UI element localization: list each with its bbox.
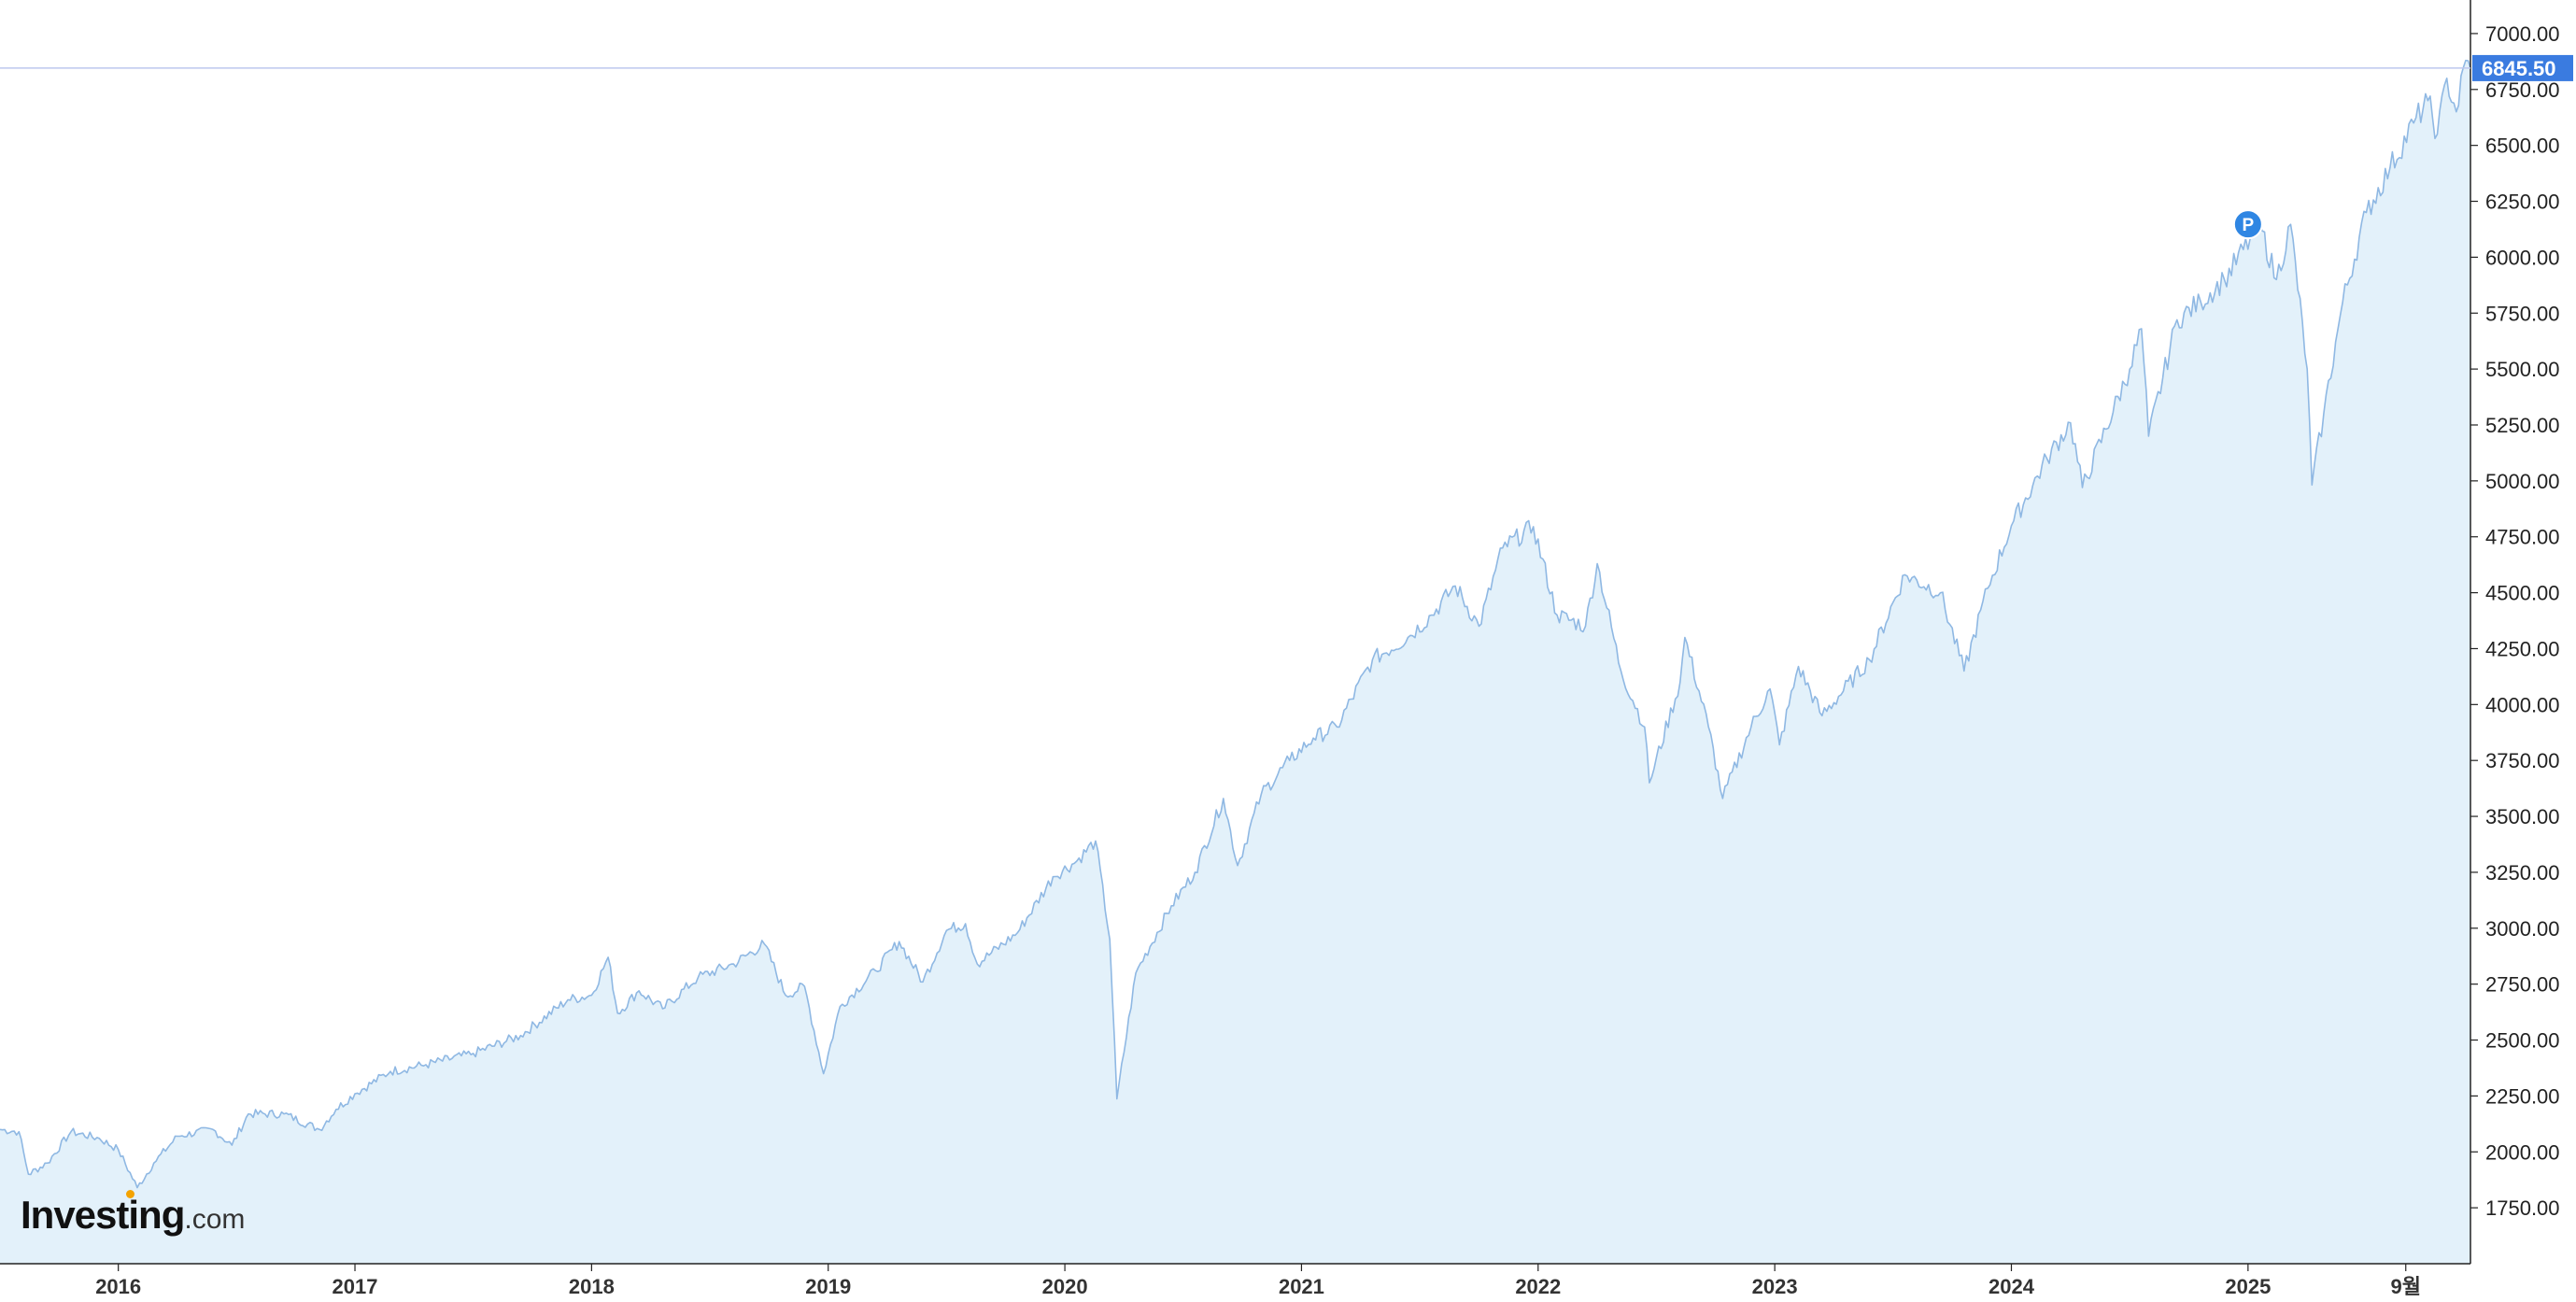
logo-dot-icon bbox=[126, 1190, 134, 1198]
y-tick-label: 4750.00 bbox=[2485, 526, 2560, 549]
area-layer bbox=[0, 59, 2471, 1265]
x-tick-label: 2023 bbox=[1752, 1275, 1798, 1298]
y-tick-label: 5750.00 bbox=[2485, 302, 2560, 325]
x-tick-label: 2018 bbox=[569, 1275, 615, 1298]
y-tick-label: 4000.00 bbox=[2485, 693, 2560, 716]
logo-suffix-text: .com bbox=[184, 1204, 246, 1235]
current-price-value: 6845.50 bbox=[2482, 57, 2556, 80]
y-tick-label: 7000.00 bbox=[2485, 22, 2560, 46]
y-tick-label: 4250.00 bbox=[2485, 637, 2560, 660]
y-tick-label: 6750.00 bbox=[2485, 78, 2560, 102]
x-tick-label: 2025 bbox=[2225, 1275, 2271, 1298]
y-tick-label: 3000.00 bbox=[2485, 917, 2560, 941]
investing-logo: Investing.com bbox=[21, 1190, 246, 1237]
series-line bbox=[0, 59, 2471, 1189]
x-tick-label: 2019 bbox=[805, 1275, 851, 1298]
y-tick-label: 2500.00 bbox=[2485, 1029, 2560, 1053]
y-tick-label: 2750.00 bbox=[2485, 973, 2560, 997]
y-tick-label: 2250.00 bbox=[2485, 1084, 2560, 1108]
y-tick-label: 2000.00 bbox=[2485, 1140, 2560, 1164]
x-tick-label: 2020 bbox=[1042, 1275, 1088, 1298]
y-tick-label: 3500.00 bbox=[2485, 805, 2560, 828]
current-price-label-bg bbox=[2472, 54, 2573, 81]
y-tick-label: 3250.00 bbox=[2485, 861, 2560, 885]
event-marker-label: P bbox=[2243, 216, 2255, 235]
series-area-fill bbox=[0, 60, 2470, 1265]
x-tick-label: 2017 bbox=[333, 1275, 378, 1298]
logo-main-text: Investing bbox=[21, 1193, 185, 1237]
x-tick-label: 2022 bbox=[1515, 1275, 1561, 1298]
y-tick-label: 5250.00 bbox=[2485, 414, 2560, 437]
x-tick-label: 9월 bbox=[2391, 1275, 2421, 1298]
y-tick-label: 4500.00 bbox=[2485, 582, 2560, 605]
y-tick-label: 5000.00 bbox=[2485, 470, 2560, 493]
y-tick-label: 3750.00 bbox=[2485, 749, 2560, 772]
current-price-label: 6845.50 bbox=[2472, 54, 2573, 81]
x-tick-label: 2024 bbox=[1989, 1275, 2035, 1298]
y-tick-label: 6000.00 bbox=[2485, 246, 2560, 269]
y-tick-label: 1750.00 bbox=[2485, 1196, 2560, 1220]
x-tick-label: 2021 bbox=[1279, 1275, 1324, 1298]
y-tick-label: 6500.00 bbox=[2485, 134, 2560, 158]
y-tick-label: 5500.00 bbox=[2485, 358, 2560, 381]
event-marker-icon[interactable]: P bbox=[2232, 209, 2263, 240]
event-marker-circle bbox=[2232, 209, 2263, 240]
y-tick-label: 6250.00 bbox=[2485, 191, 2560, 214]
overlay-layer: 6845.50 P bbox=[0, 54, 2573, 240]
x-tick-label: 2016 bbox=[95, 1275, 141, 1298]
